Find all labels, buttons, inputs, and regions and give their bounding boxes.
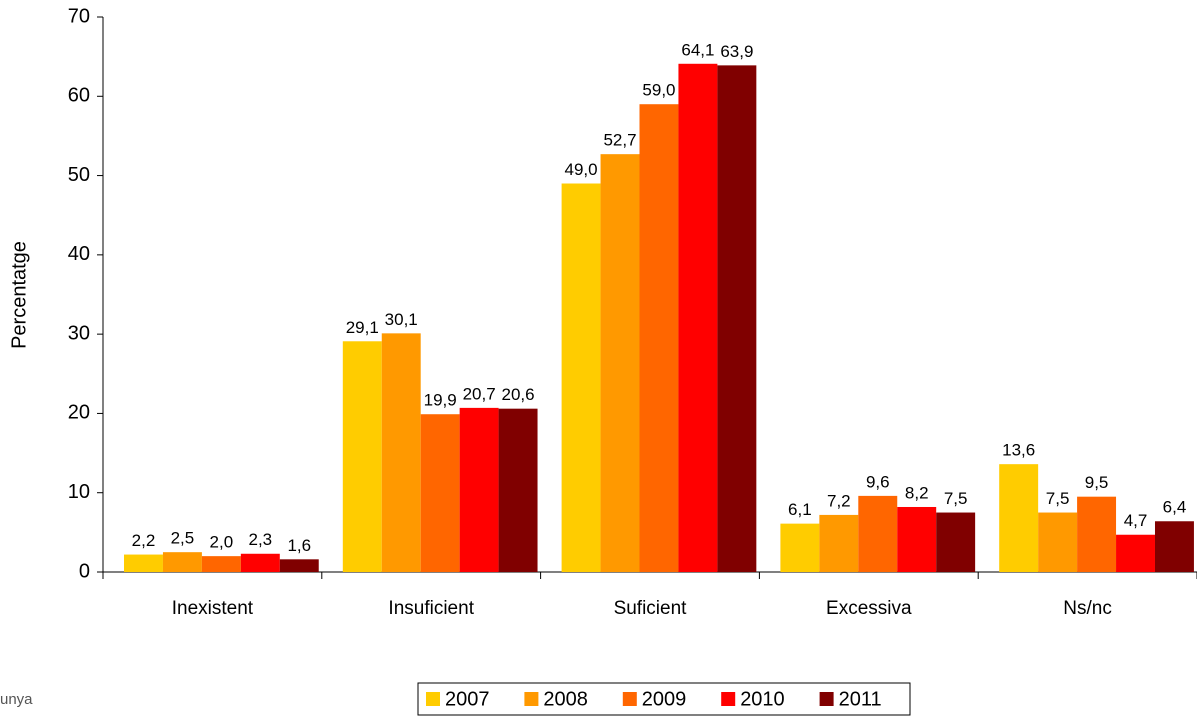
data-label: 7,2 (827, 491, 851, 510)
x-tick-label: Excessiva (826, 598, 912, 619)
data-label: 30,1 (385, 310, 418, 329)
bar (600, 154, 640, 572)
bar (124, 554, 163, 572)
bar (240, 553, 280, 572)
legend-label: 2009 (642, 688, 687, 710)
bar (858, 495, 898, 572)
bar (717, 65, 757, 572)
legend-label: 2007 (445, 688, 490, 710)
data-label: 7,5 (944, 489, 968, 508)
legend-swatch (622, 692, 637, 706)
bar (381, 333, 421, 572)
data-label: 7,5 (1046, 489, 1070, 508)
legend-label: 2011 (839, 688, 882, 710)
data-label: 6,4 (1163, 498, 1187, 517)
y-tick-label: 70 (68, 5, 90, 27)
legend-swatch (426, 692, 440, 706)
bar (201, 556, 241, 572)
bar (780, 523, 820, 572)
bar (459, 407, 499, 572)
y-tick-label: 10 (68, 481, 90, 503)
data-label: 19,9 (424, 391, 457, 410)
data-label: 20,6 (502, 385, 535, 404)
bar (678, 63, 718, 573)
bar (1154, 521, 1194, 572)
data-label: 59,0 (642, 81, 675, 100)
bar (1116, 534, 1155, 572)
bar (999, 464, 1039, 572)
y-tick-label: 30 (68, 322, 90, 344)
data-label: 64,1 (681, 40, 714, 59)
y-tick-label: 60 (68, 85, 90, 107)
bar (819, 514, 859, 572)
x-tick-label: Suficient (614, 598, 688, 619)
y-tick-label: 20 (68, 402, 90, 424)
bar (420, 414, 460, 572)
data-label: 9,6 (866, 472, 890, 491)
bar (936, 512, 976, 572)
bar (639, 104, 679, 572)
data-label: 2,5 (171, 529, 195, 548)
data-label: 2,0 (210, 533, 234, 552)
data-label: 2,3 (248, 530, 272, 549)
data-label: 63,9 (720, 42, 753, 61)
x-tick-label: Ns/nc (1063, 598, 1112, 619)
bar (1077, 496, 1117, 572)
bar (1038, 512, 1078, 572)
data-label: 8,2 (905, 483, 929, 502)
bar (279, 559, 319, 572)
y-tick-label: 0 (79, 560, 90, 582)
legend-label: 2010 (740, 688, 785, 710)
data-label: 2,2 (132, 531, 156, 550)
data-label: 29,1 (346, 318, 379, 337)
y-axis-title: Percentatge (8, 241, 30, 349)
y-tick-label: 40 (68, 243, 90, 265)
bar (897, 506, 937, 572)
bar (342, 341, 382, 572)
data-label: 4,7 (1124, 511, 1148, 530)
y-tick-label: 50 (68, 164, 90, 186)
data-label: 9,5 (1085, 473, 1109, 492)
legend-swatch (819, 692, 834, 706)
bar (561, 183, 601, 572)
legend-label: 2008 (543, 688, 588, 710)
data-label: 1,6 (287, 536, 311, 555)
bar (162, 552, 202, 572)
data-label: 13,6 (1002, 441, 1035, 460)
source-text: unya (0, 691, 33, 708)
bar (498, 408, 538, 572)
legend-swatch (721, 692, 736, 706)
legend-swatch (524, 692, 539, 706)
data-label: 52,7 (603, 131, 636, 150)
data-label: 6,1 (788, 500, 812, 519)
x-tick-label: Insuficient (388, 598, 474, 619)
x-tick-label: Inexistent (172, 598, 254, 619)
data-label: 49,0 (565, 160, 598, 179)
data-label: 20,7 (463, 384, 496, 403)
